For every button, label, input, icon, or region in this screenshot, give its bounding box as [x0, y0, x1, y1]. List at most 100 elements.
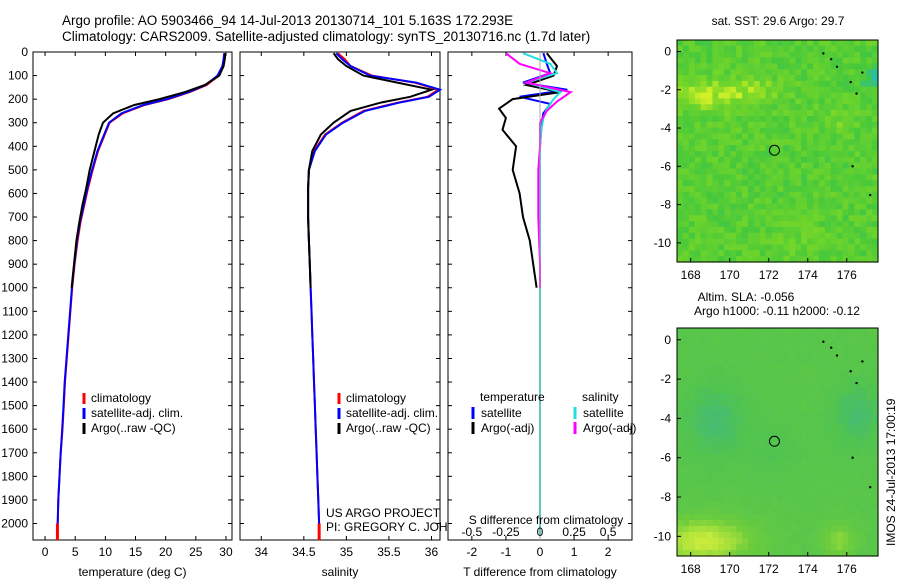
sla-map-cell	[724, 538, 731, 545]
sst-map-cell	[860, 209, 867, 216]
sst-map-cell	[706, 221, 714, 228]
sst-map-cell	[747, 162, 755, 170]
sst-map-cell	[866, 162, 873, 170]
sst-map-cell	[777, 168, 785, 175]
sla-map-cell	[872, 424, 879, 431]
sst-map-cell	[818, 256, 826, 263]
sst-map-cell	[795, 92, 802, 100]
sla-map-cell	[783, 490, 790, 497]
temperature-ytick-label: 400	[8, 139, 28, 153]
sla-map-cell	[795, 388, 802, 395]
sst-map-cell	[759, 57, 767, 64]
sla-map-cell	[682, 430, 690, 437]
sst-map-cell	[812, 209, 820, 216]
sla-map-cell	[872, 358, 879, 365]
sst-map-cell	[736, 57, 743, 64]
sla-map-cell	[795, 550, 802, 557]
sla-map-cell	[677, 484, 684, 491]
sla-map-cell	[842, 346, 850, 353]
sla-map-island	[835, 354, 839, 357]
sla-map-cell	[677, 532, 684, 539]
sla-map-cell	[824, 514, 832, 521]
sst-map-cell	[872, 145, 879, 152]
sla-map-cell	[795, 532, 802, 539]
sst-map-cell	[677, 244, 684, 251]
sst-map-cell	[747, 186, 755, 193]
sla-map-cell	[718, 460, 725, 467]
sla-map-cell	[795, 352, 802, 359]
sla-map-cell	[759, 424, 767, 431]
sla-map-cell	[694, 412, 702, 419]
sla-map-cell	[783, 502, 790, 509]
temperature-ytick-label: 1500	[1, 399, 28, 413]
sla-map-cell	[777, 484, 785, 491]
sst-map-cell	[706, 156, 714, 164]
sla-map-cell	[807, 382, 814, 389]
sla-map-cell	[830, 472, 838, 479]
sla-map-cell	[777, 514, 785, 521]
sla-map-cell	[765, 454, 773, 461]
sla-map-cell	[736, 340, 743, 347]
difference-xtick-label: 1	[571, 545, 578, 559]
sst-map-cell	[677, 127, 684, 135]
sst-map-cell	[765, 215, 773, 222]
sst-map-cell	[795, 232, 802, 240]
sla-map-cell	[742, 496, 749, 503]
sst-map-cell	[688, 139, 696, 146]
sst-map-cell	[830, 162, 838, 170]
sst-map-cell	[860, 80, 867, 88]
sst-map-cell	[860, 121, 867, 129]
sla-map-cell	[700, 502, 708, 509]
sla-map-cell	[812, 526, 820, 533]
sla-map-cell	[830, 364, 838, 371]
sla-map-cell	[812, 448, 820, 455]
sla-map-cell	[824, 424, 832, 431]
sla-map-cell	[807, 328, 814, 335]
sla-map-cell	[759, 370, 767, 377]
sst-map-cell	[682, 115, 690, 123]
sla-map-cell	[694, 508, 702, 515]
sla-map-cell	[824, 460, 832, 467]
sst-map-cell	[730, 104, 737, 111]
sla-map-cell	[742, 520, 749, 527]
sla-map-cell	[836, 400, 844, 407]
sst-map-cell	[872, 98, 879, 105]
sst-map-cell	[795, 156, 802, 164]
sla-map-cell	[818, 466, 826, 473]
sla-map-cell	[795, 538, 802, 545]
temperature-ytick-label: 200	[8, 92, 28, 106]
sst-map-cell	[724, 256, 731, 263]
sla-map-cell	[765, 472, 773, 479]
sst-map-cell	[759, 145, 767, 152]
sst-map-cell	[753, 40, 761, 47]
sla-map-cell	[765, 502, 773, 509]
sst-map-cell	[706, 238, 714, 246]
sst-map-cell	[848, 156, 855, 164]
sst-map-cell	[807, 180, 814, 187]
sst-map-cell	[842, 92, 850, 100]
sst-map-cell	[789, 69, 796, 76]
sla-map-cell	[724, 550, 731, 557]
sla-map-cell	[747, 472, 755, 479]
sst-map-cell	[765, 63, 773, 70]
sla-map-cell	[682, 358, 690, 365]
sla-map-cell	[712, 328, 719, 335]
sla-map-ytick-label: -2	[660, 372, 671, 386]
sla-map-cell	[812, 352, 820, 359]
sst-map-cell	[694, 168, 702, 175]
sst-map-cell	[777, 151, 785, 158]
sla-map-cell	[824, 436, 832, 443]
sst-map-cell	[694, 156, 702, 164]
sst-map-cell	[718, 75, 725, 82]
sla-map-cell	[677, 550, 684, 557]
sla-map-cell	[759, 502, 767, 509]
sst-map-cell	[807, 162, 814, 170]
sla-map-cell	[724, 472, 731, 479]
sla-map-cell	[724, 334, 731, 341]
sla-map-cell	[688, 376, 696, 383]
sst-map-cell	[818, 168, 826, 175]
sst-map-cell	[789, 151, 796, 158]
sla-map-cell	[736, 328, 743, 335]
sst-map-cell	[706, 110, 714, 117]
sla-map-cell	[807, 454, 814, 461]
